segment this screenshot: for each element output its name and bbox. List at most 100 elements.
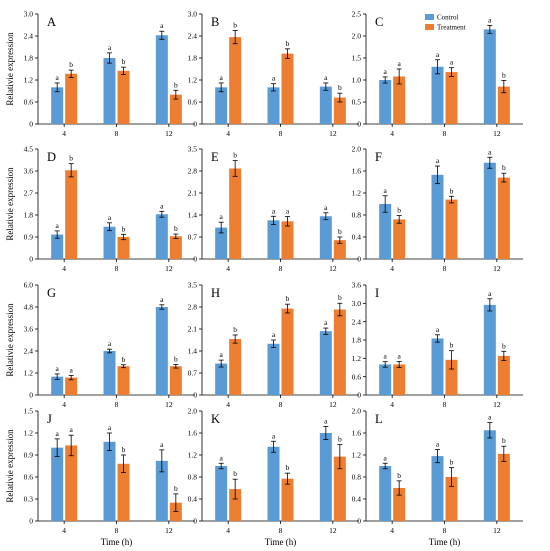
x-tick-label: 4 (390, 526, 394, 535)
bar-treatment (169, 236, 182, 259)
x-tick-label: 12 (329, 400, 337, 409)
significance-letter: b (502, 163, 506, 172)
y-tick-label: 2.4 (188, 32, 198, 41)
y-tick-label: 3.6 (24, 167, 34, 176)
bar-treatment (393, 76, 406, 124)
bar-treatment (393, 219, 406, 259)
x-axis-label: Time (h) (265, 537, 296, 547)
bar-control (319, 86, 332, 124)
x-tick-label: 4 (226, 400, 230, 409)
x-tick-label: 8 (115, 526, 119, 535)
bar-treatment (117, 70, 130, 124)
y-tick-label: 3.5 (188, 145, 198, 154)
bar-control (319, 331, 332, 395)
significance-letter: a (436, 156, 440, 165)
significance-letter: b (397, 471, 401, 480)
significance-letter: a (324, 416, 328, 425)
bar-treatment (117, 237, 130, 259)
panel-j: 0 0.3 0.6 0.9 1.2 1.5 4 8 12 a a a a b b J Relativie exp… (5, 407, 195, 547)
y-tick-label: 0.9 (24, 451, 34, 460)
y-axis-label: Relativie expression (5, 32, 15, 106)
y-tick-label: 1.6 (188, 429, 198, 438)
panel-label: I (375, 286, 379, 300)
significance-letter: a (108, 423, 112, 432)
significance-letter: a (324, 73, 328, 82)
panel-h: 0 0.7 1.4 2.1 2.8 3.5 4 8 12 a a a b b b H (188, 281, 359, 409)
y-tick-label: 0 (357, 120, 361, 129)
y-tick-label: 2.4 (352, 317, 362, 326)
bar-treatment (117, 463, 130, 521)
significance-letter: a (324, 203, 328, 212)
bar-control (267, 343, 280, 395)
x-tick-label: 4 (62, 400, 66, 409)
bar-treatment (117, 366, 130, 395)
significance-letter: a (397, 351, 401, 360)
y-tick-label: 0.4 (352, 495, 362, 504)
x-tick-label: 4 (390, 264, 394, 273)
y-tick-label: 0.5 (352, 98, 362, 107)
bar-treatment (497, 177, 510, 259)
significance-letter: a (383, 67, 387, 76)
significance-letter: a (383, 352, 387, 361)
significance-letter: a (219, 453, 223, 462)
significance-letter: b (502, 436, 506, 445)
bar-control (379, 364, 392, 395)
x-tick-label: 8 (443, 526, 447, 535)
significance-letter: b (233, 21, 237, 30)
significance-letter: a (55, 73, 59, 82)
bar-control (155, 35, 168, 125)
significance-letter: b (338, 293, 342, 302)
bar-treatment (393, 488, 406, 521)
x-tick-label: 8 (279, 526, 283, 535)
bar-treatment (497, 86, 510, 124)
x-tick-label: 12 (493, 264, 501, 273)
bar-control (103, 441, 116, 521)
y-tick-label: 0.7 (188, 233, 198, 242)
x-tick-label: 12 (165, 129, 173, 138)
bar-control (103, 226, 116, 259)
y-tick-label: 0 (193, 391, 197, 400)
bar-control (483, 304, 496, 395)
significance-letter: a (160, 21, 164, 30)
panel-label: F (375, 150, 382, 164)
bar-treatment (333, 456, 346, 521)
y-tick-label: 1.2 (352, 451, 362, 460)
panel-c: 0 0.5 1.0 1.5 2.0 2.5 4 8 12 a a a a a b C Control Treatm… (352, 10, 523, 138)
significance-letter: a (272, 431, 276, 440)
panel-label: C (375, 15, 383, 29)
y-tick-label: 0.6 (24, 473, 34, 482)
significance-letter: a (272, 330, 276, 339)
bar-control (379, 466, 392, 521)
bar-control (431, 338, 444, 395)
bar-control (267, 220, 280, 259)
significance-letter: b (233, 469, 237, 478)
significance-letter: a (108, 213, 112, 222)
y-tick-label: 1.2 (188, 451, 198, 460)
y-tick-label: 2.1 (188, 189, 198, 198)
x-tick-label: 12 (329, 129, 337, 138)
bar-treatment (169, 366, 182, 395)
bar-treatment (393, 364, 406, 395)
y-tick-label: 1.0 (352, 76, 362, 85)
bar-control (431, 456, 444, 521)
significance-letter: a (383, 453, 387, 462)
significance-letter: a (108, 339, 112, 348)
x-tick-label: 4 (62, 526, 66, 535)
panel-label: B (211, 15, 219, 29)
x-tick-label: 8 (279, 264, 283, 273)
y-tick-label: 3.0 (352, 299, 362, 308)
bar-treatment (169, 94, 182, 124)
y-tick-label: 0.8 (352, 473, 362, 482)
significance-letter: b (174, 80, 178, 89)
significance-letter: b (122, 445, 126, 454)
panel-k: 0 0.4 0.8 1.2 1.6 2.0 4 8 12 a a a b b b K Time (h) (188, 407, 359, 547)
significance-letter: b (233, 325, 237, 334)
significance-letter: b (338, 83, 342, 92)
x-axis-label: Time (h) (101, 537, 132, 547)
y-tick-label: 1.8 (188, 54, 198, 63)
bar-control (215, 87, 228, 124)
y-tick-label: 0 (29, 517, 33, 526)
significance-letter: a (55, 221, 59, 230)
bar-treatment (281, 478, 294, 521)
